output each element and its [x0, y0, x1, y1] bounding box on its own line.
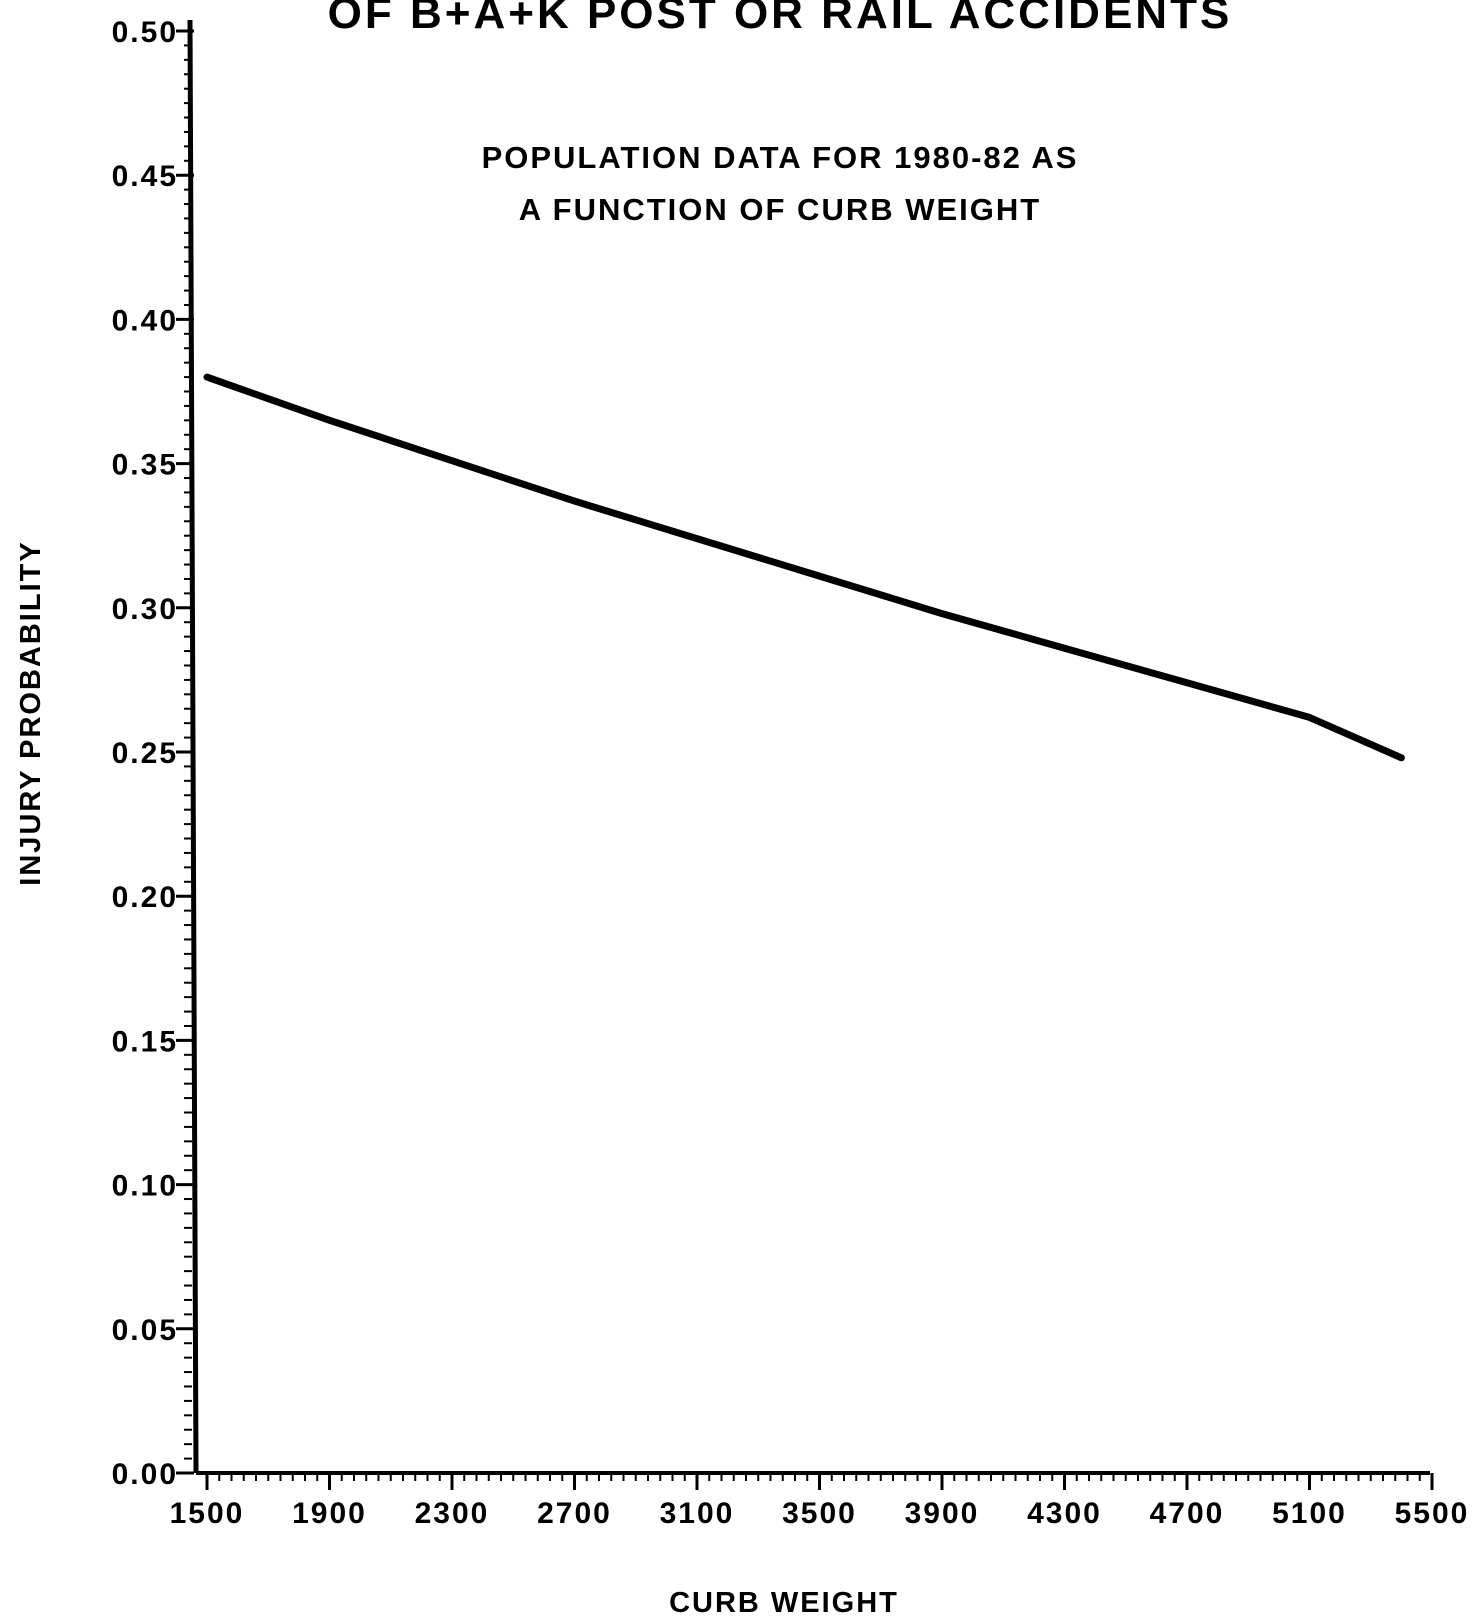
chart-subtitle-line-1: POPULATION DATA FOR 1980-82 AS: [482, 140, 1079, 175]
x-axis-ticks: 1500 1900 2300 2700 3100 3500 3900 4300 4700 5100…: [170, 1473, 1470, 1530]
y-tick-label: 0.20: [112, 881, 178, 914]
y-tick-label: 0.10: [112, 1170, 178, 1203]
x-tick-label: 4300: [1027, 1497, 1102, 1530]
y-tick-label: 0.25: [112, 737, 178, 770]
x-tick-label: 2700: [537, 1497, 612, 1530]
x-tick-label: 3500: [782, 1497, 857, 1530]
y-tick-label: 0.30: [112, 593, 178, 626]
y-tick-label: 0.50: [112, 16, 178, 49]
x-tick-label: 5100: [1272, 1497, 1347, 1530]
x-tick-label: 3100: [660, 1497, 735, 1530]
x-tick-label: 4700: [1150, 1497, 1225, 1530]
y-tick-label: 0.40: [112, 304, 178, 337]
x-tick-label: 1500: [170, 1497, 245, 1530]
series-layer: [203, 373, 1405, 762]
y-tick-label: 0.35: [112, 449, 178, 482]
y-tick-label: 0.00: [112, 1458, 178, 1491]
x-tick-label: 3900: [905, 1497, 980, 1530]
y-tick-label: 0.15: [112, 1025, 178, 1058]
x-tick-label: 1900: [292, 1497, 367, 1530]
y-tick-label: 0.05: [112, 1314, 178, 1347]
x-axis-label: CURB WEIGHT: [669, 1587, 899, 1619]
y-axis-ticks: 0.00 0.05 0.10 0.15 0.20 0.25 0.30 0.35 0.40 0.45…: [112, 16, 194, 1491]
y-axis-line: [187, 19, 199, 1474]
chart-title: OF B+A+K POST OR RAIL ACCIDENTS: [328, 0, 1233, 38]
chart-subtitle-line-2: A FUNCTION OF CURB WEIGHT: [519, 192, 1041, 227]
series-line: [203, 373, 1405, 762]
x-tick-label: 5500: [1395, 1497, 1470, 1530]
y-tick-label: 0.45: [112, 160, 178, 193]
x-tick-label: 2300: [415, 1497, 490, 1530]
y-axis-label: INJURY PROBABILITY: [15, 540, 47, 885]
